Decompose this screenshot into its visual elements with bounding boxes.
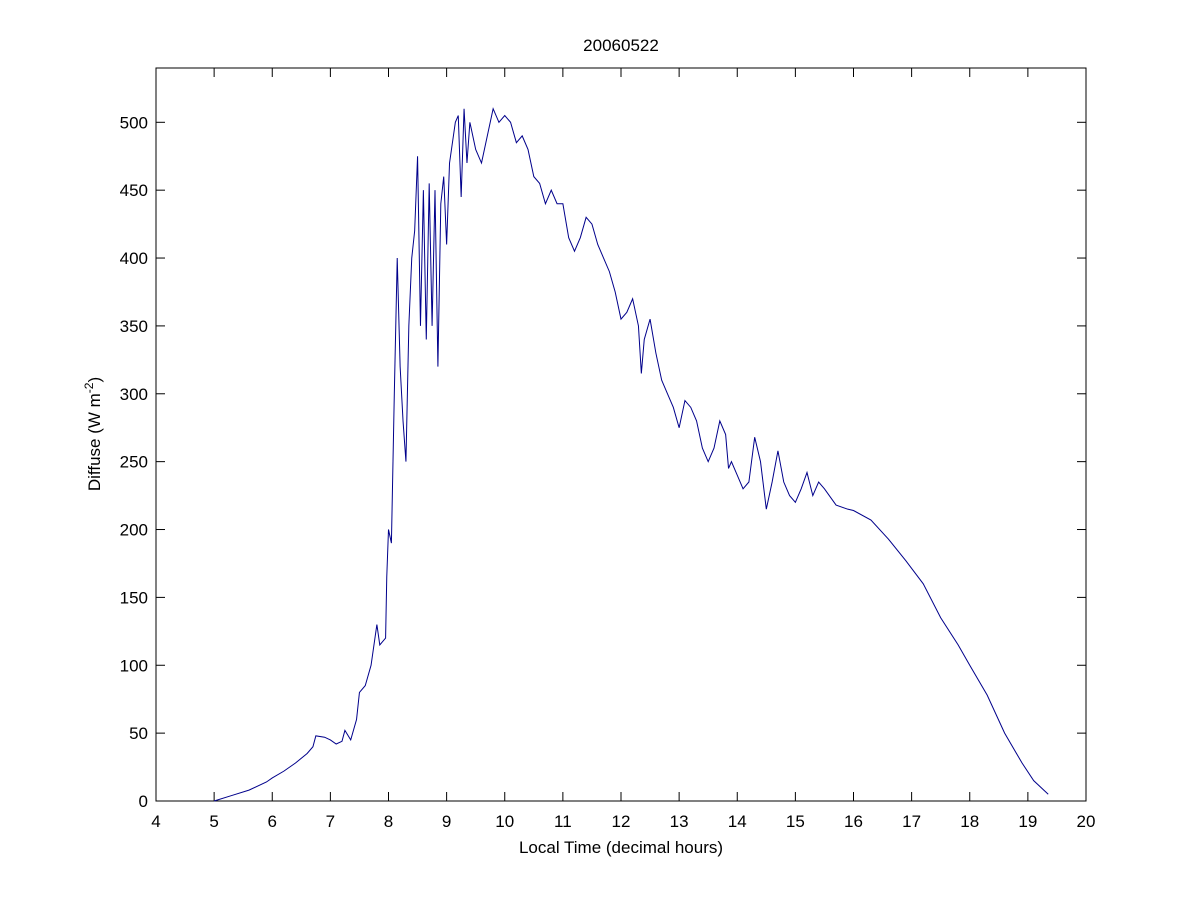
x-tick-label: 7 — [326, 812, 335, 831]
x-tick-label: 6 — [268, 812, 277, 831]
x-axis-label: Local Time (decimal hours) — [519, 838, 723, 857]
x-tick-label: 16 — [844, 812, 863, 831]
x-tick-label: 14 — [728, 812, 747, 831]
y-tick-label: 0 — [139, 792, 148, 811]
plot-frame — [155, 67, 1087, 802]
x-tick-label: 11 — [554, 812, 572, 831]
x-tick-label: 4 — [151, 812, 160, 831]
y-tick-label: 450 — [120, 181, 148, 200]
y-axis-label-sup: -2 — [82, 382, 96, 393]
x-tick-label: 17 — [902, 812, 921, 831]
data-line — [213, 107, 1049, 802]
x-tick-label: 15 — [786, 812, 805, 831]
y-tick-label: 200 — [120, 521, 148, 540]
x-tick-label: 9 — [442, 812, 451, 831]
y-tick-label: 500 — [120, 113, 148, 132]
y-tick-label: 100 — [120, 656, 148, 675]
y-tick-label: 400 — [120, 249, 148, 268]
x-tick-label: 20 — [1077, 812, 1096, 831]
y-axis-label-text: Diffuse (W m — [85, 393, 104, 491]
x-tick-label: 18 — [960, 812, 979, 831]
y-tick-label: 150 — [120, 588, 148, 607]
y-axis-label-end: ) — [85, 377, 104, 383]
x-tick-label: 12 — [612, 812, 631, 831]
y-tick-label: 350 — [120, 317, 148, 336]
y-tick-label: 300 — [120, 385, 148, 404]
x-tick-label: 5 — [209, 812, 218, 831]
x-tick-label: 8 — [384, 812, 393, 831]
y-tick-label: 250 — [120, 453, 148, 472]
chart-title: 20060522 — [583, 36, 659, 55]
x-tick-label: 10 — [495, 812, 514, 831]
x-tick-label: 19 — [1018, 812, 1037, 831]
x-tick-label: 13 — [670, 812, 689, 831]
y-tick-label: 50 — [129, 724, 148, 743]
y-axis-label: Diffuse (W m-2) — [82, 377, 104, 491]
